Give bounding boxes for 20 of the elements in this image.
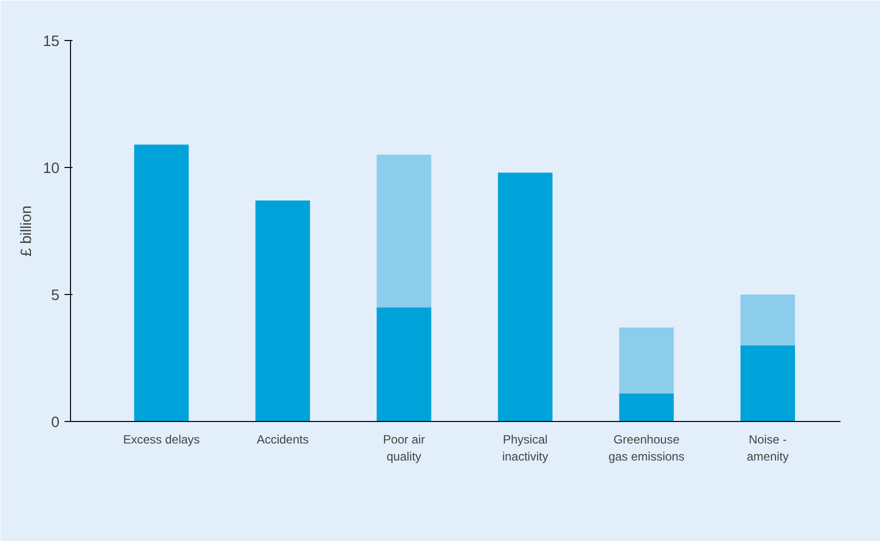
bar	[740, 294, 796, 346]
y-tick-label: 5	[51, 287, 60, 304]
x-tick-label: Noise - amenity	[746, 432, 789, 464]
y-tick-label: 15	[42, 33, 60, 50]
bar	[376, 307, 432, 422]
bar	[255, 200, 310, 422]
y-tick-label: 10	[42, 160, 60, 177]
y-axis-title: £ billion	[18, 206, 35, 256]
x-tick-label: Physical inactivity	[502, 432, 548, 464]
x-tick-label: Poor air quality	[382, 432, 425, 464]
y-tick-label: 0	[51, 414, 60, 431]
bar	[498, 172, 553, 422]
bar	[134, 144, 189, 422]
x-tick-label: Greenhouse gas emissions	[608, 432, 684, 464]
x-tick-label: Excess delays	[123, 432, 200, 446]
bar	[619, 394, 674, 422]
bar	[740, 345, 796, 422]
bar	[376, 154, 432, 308]
bar	[619, 328, 674, 394]
x-tick-label: Accidents	[256, 432, 309, 446]
